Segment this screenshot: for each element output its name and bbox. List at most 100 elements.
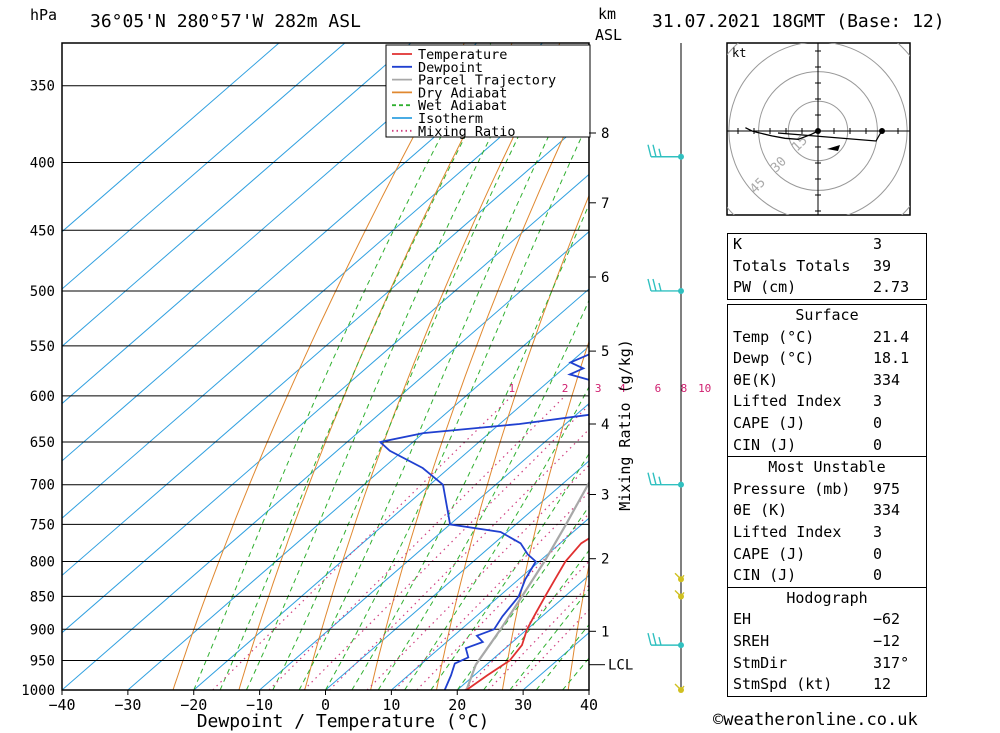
height-unit-km: km	[598, 5, 616, 23]
temperature-line	[465, 537, 589, 690]
datetime-title: 31.07.2021 18GMT (Base: 12)	[652, 11, 945, 32]
legend-box	[385, 44, 591, 138]
wet-adiabat-line	[272, 43, 566, 690]
surface-table: Surface Temp (°C) 21.4 Dewp (°C) 18.1 θE(K…	[727, 304, 927, 697]
dry-adiabat-line	[501, 339, 589, 690]
table-row: Lifted Index 3	[733, 392, 883, 411]
table-row: Temp (°C) 21.4	[733, 327, 910, 346]
table-row: StmDir 317°	[733, 653, 910, 672]
table-row: Dewp (°C) 18.1	[733, 349, 910, 368]
x-tick-label: −30	[114, 696, 141, 714]
x-tick-label: 20	[448, 696, 466, 714]
x-tick-label: −40	[48, 696, 75, 714]
mixing-ratio-label: 10	[698, 382, 711, 395]
x-tick-label: −10	[246, 696, 273, 714]
isobar-lines: 350 400 450 500 550 600 650 700 750 800 850 900 950 1…	[21, 79, 589, 699]
wet-adiabat-line	[219, 43, 515, 690]
mixing-ratio-label: 3	[595, 382, 602, 395]
x-axis-label: Dewpoint / Temperature (°C)	[197, 711, 490, 732]
wind-dot	[678, 153, 684, 160]
hodograph-trace-upper	[777, 130, 883, 142]
wind-dot	[678, 593, 684, 600]
dry-adiabat-lines	[172, 34, 1000, 690]
wet-adiabat-line	[298, 51, 589, 690]
isotherm-line	[62, 231, 589, 690]
table-row: PW (cm) 2.73	[733, 278, 910, 297]
lcl-label: LCL	[608, 658, 633, 674]
mixing-ratio-line	[416, 512, 589, 690]
pressure-tick-label: 600	[30, 389, 55, 405]
isotherm-line	[325, 460, 589, 690]
mixing-ratio-label: 4	[619, 382, 626, 395]
table-row: Pressure (mb) 975	[733, 479, 901, 498]
height-unit-asl: ASL	[595, 26, 622, 44]
height-axis: 8 7 6 5 4 3 2 1 LCL	[589, 126, 633, 674]
isotherm-line	[62, 43, 412, 347]
pressure-tick-label: 650	[30, 435, 55, 451]
wind-barb	[647, 472, 681, 486]
surface-title: Surface	[795, 306, 859, 324]
km-tick-label: 3	[601, 488, 609, 504]
wet-adiabat-line	[377, 299, 589, 690]
table-row: θE(K) 334	[733, 370, 901, 389]
pressure-tick-label: 700	[30, 478, 55, 494]
pressure-tick-label: 400	[30, 156, 55, 172]
km-tick-label: 6	[601, 270, 609, 286]
dry-adiabat-line	[436, 194, 589, 690]
dry-adiabat-line	[304, 43, 561, 690]
table-row: Lifted Index 3	[733, 522, 883, 541]
hodograph-stats-title: Hodograph	[728, 586, 926, 610]
wet-adiabat-line	[456, 505, 589, 690]
table-row: θE (K) 334	[733, 501, 901, 520]
mixing-ratio-label: 8	[681, 382, 688, 395]
mixing-ratio-label: 1	[508, 382, 515, 395]
isotherm-line	[127, 288, 589, 690]
mixing-ratio-line	[464, 560, 589, 690]
profile-series	[378, 353, 589, 690]
mixing-ratio-line	[366, 464, 589, 690]
x-tick-label: 10	[382, 696, 400, 714]
legend-entry: Isotherm	[418, 111, 483, 127]
isotherm-line	[259, 402, 589, 690]
axes-labels: −40 −30 −20 −10 0 10 20 30 40	[48, 690, 598, 714]
hodograph-unit: kt	[732, 46, 746, 60]
pressure-tick-label: 950	[30, 654, 55, 670]
dry-adiabat-line	[960, 34, 1000, 690]
wind-dot	[678, 287, 684, 294]
x-tick-label: 40	[580, 696, 598, 714]
table-row: CAPE (J) 0	[733, 544, 883, 563]
mixing-ratio-line	[487, 584, 589, 690]
km-tick-label: 2	[601, 552, 609, 568]
isotherm-line	[62, 173, 589, 634]
footer-credit: ©weatheronline.co.uk	[713, 710, 918, 730]
x-tick-label: 0	[321, 696, 330, 714]
wet-adiabat-line	[404, 385, 589, 690]
most-unstable-title: Most Unstable	[728, 456, 926, 479]
table-row: EH −62	[733, 610, 901, 629]
wind-barb	[647, 632, 681, 646]
legend-entry: Parcel Trajectory	[418, 73, 556, 89]
parcel-trajectory-line	[465, 480, 589, 690]
pressure-tick-label: 500	[30, 284, 55, 300]
km-tick-label: 4	[601, 417, 609, 433]
wet-adiabat-line	[351, 203, 589, 690]
isotherm-line	[62, 43, 346, 290]
table-row: StmSpd (kt) 12	[733, 675, 892, 694]
pressure-unit-label: hPa	[30, 6, 57, 24]
wet-adiabat-lines	[193, 43, 589, 690]
wet-adiabat-line	[193, 43, 492, 690]
legend-entry: Mixing Ratio	[418, 124, 516, 140]
wind-dot	[678, 576, 684, 583]
km-tick-label: 7	[601, 196, 609, 212]
pressure-tick-label: 1000	[21, 683, 55, 699]
legend-entry: Temperature	[418, 47, 507, 63]
pressure-tick-label: 900	[30, 622, 55, 638]
legend-entry: Wet Adiabat	[418, 98, 507, 114]
legend-entry: Dry Adiabat	[418, 85, 507, 101]
isotherm-line	[62, 43, 280, 233]
dry-adiabat-line	[567, 562, 589, 690]
